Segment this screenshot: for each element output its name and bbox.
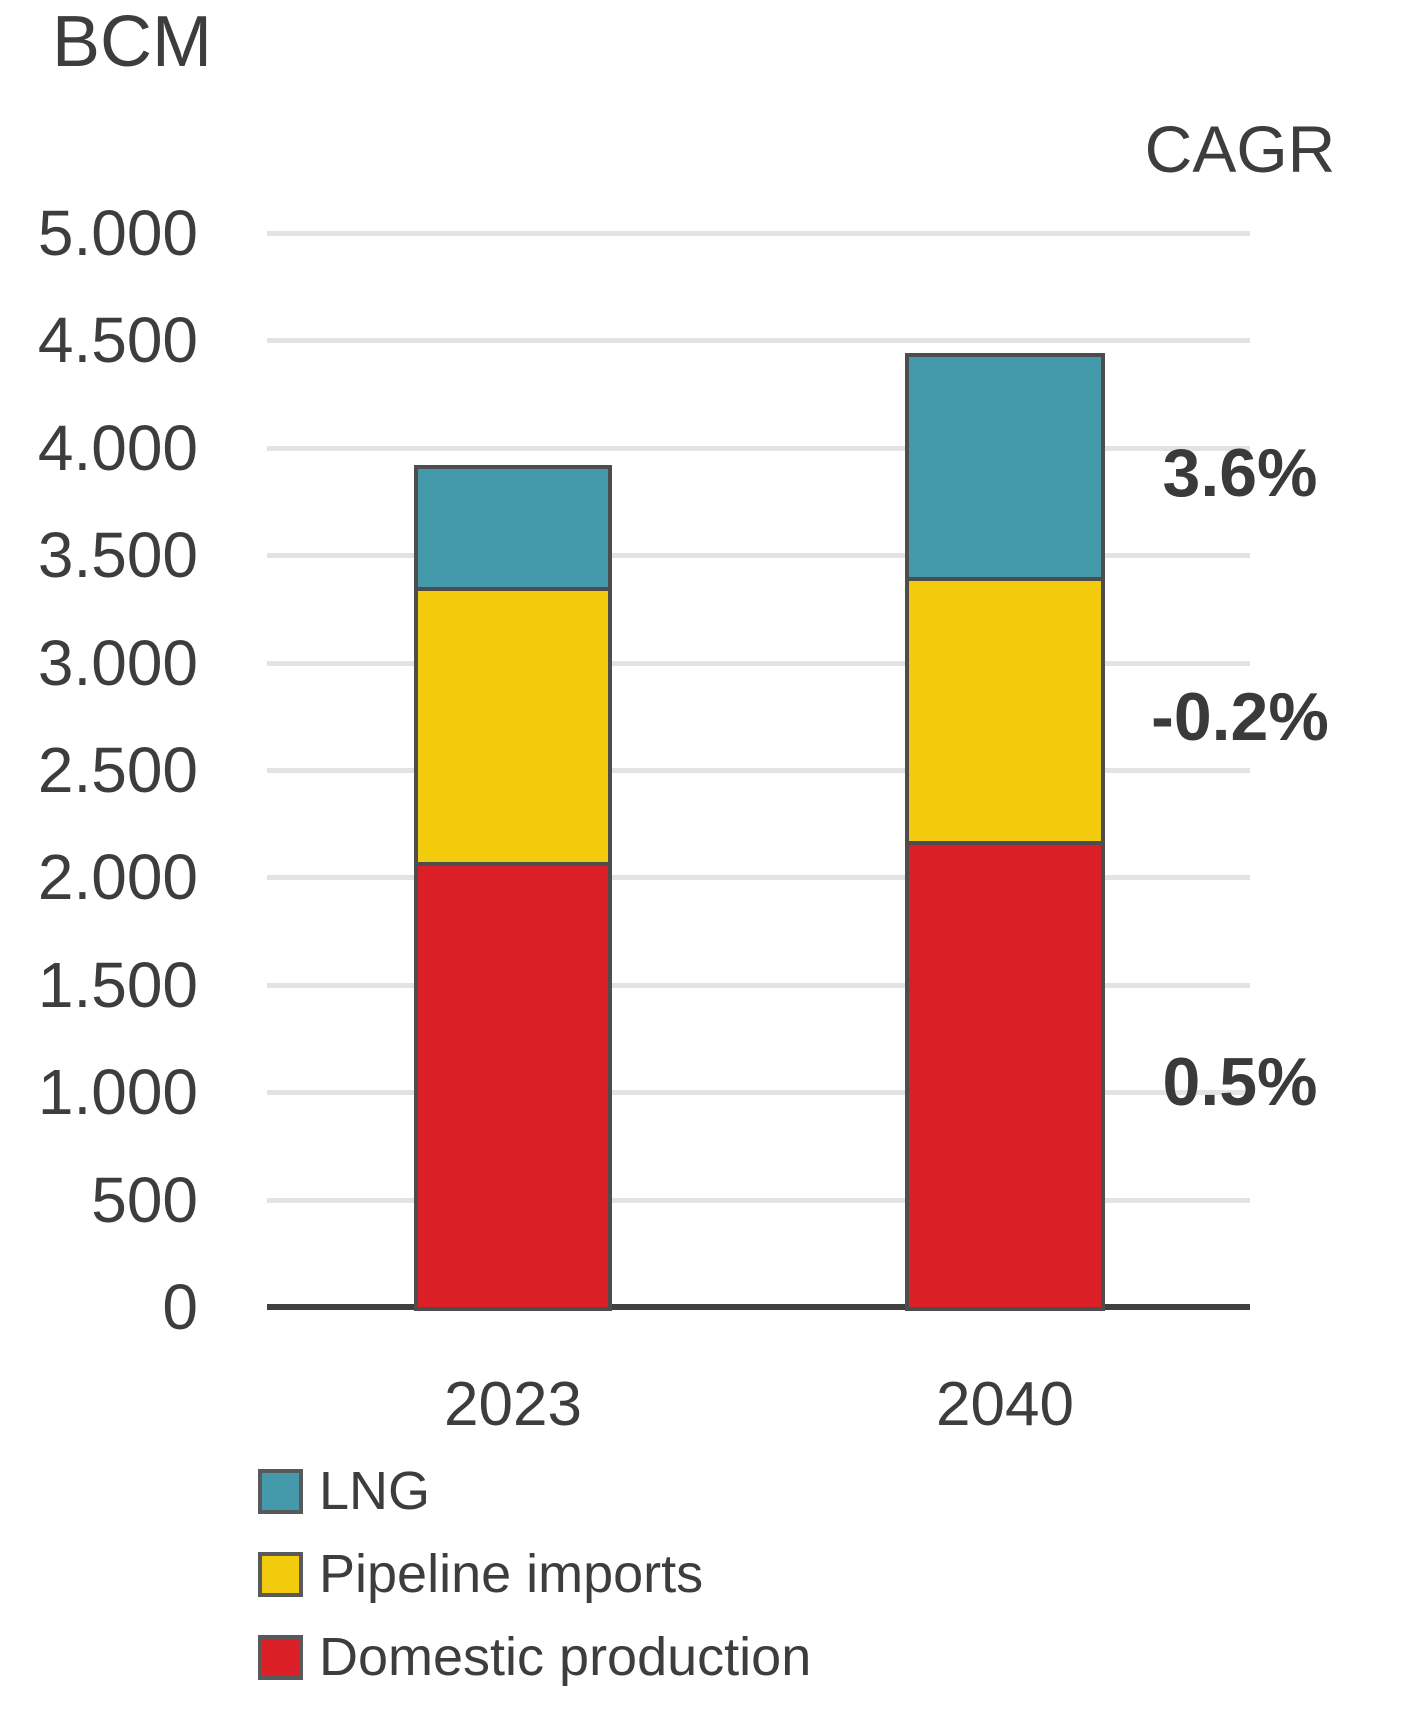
- legend-item-pipeline-imports: Pipeline imports: [258, 1547, 811, 1601]
- y-tick-label-2.500: 2.500: [37, 734, 198, 806]
- gridline-4.500: [267, 338, 1250, 344]
- x-axis-label-2023: 2023: [444, 1370, 582, 1439]
- legend-swatch-lng: [258, 1468, 303, 1514]
- y-tick-label-4.000: 4.000: [37, 411, 198, 484]
- gridline-5.000: [267, 231, 1250, 236]
- bar-2040-segment-domestic-production: [905, 840, 1105, 1311]
- cagr-value-pipeline-imports: -0.2%: [1151, 678, 1329, 755]
- y-tick-label-3.000: 3.000: [37, 626, 198, 699]
- cagr-value-domestic-production: 0.5%: [1162, 1043, 1318, 1120]
- gridline-4.000: [267, 445, 1250, 451]
- y-tick-label-0: 0: [162, 1271, 198, 1343]
- cagr-value-lng: 3.6%: [1162, 434, 1318, 511]
- y-tick-label-500: 500: [91, 1163, 198, 1236]
- bar-2040-segment-pipeline-imports: [905, 576, 1105, 845]
- y-tick-label-4.500: 4.500: [37, 304, 198, 377]
- y-tick-label-2.000: 2.000: [37, 841, 198, 914]
- y-tick-label-5.000: 5.000: [37, 197, 198, 269]
- legend-label-domestic-production: Domestic production: [319, 1627, 812, 1687]
- legend-item-lng: LNG: [258, 1464, 811, 1518]
- bar-2023-segment-domestic-production: [414, 862, 612, 1311]
- x-axis-label-2040: 2040: [936, 1370, 1074, 1439]
- legend: LNG Pipeline imports Domestic production: [258, 1464, 811, 1684]
- legend-swatch-pipeline-imports: [258, 1551, 303, 1597]
- y-tick-label-1.000: 1.000: [37, 1056, 198, 1129]
- x-axis-line: [267, 1304, 1250, 1310]
- y-axis-unit-label: BCM: [52, 2, 212, 82]
- legend-label-lng: LNG: [319, 1461, 431, 1521]
- gridline-500: [267, 1197, 1250, 1203]
- bar-2023-segment-pipeline-imports: [414, 587, 612, 867]
- gridline-3.000: [267, 660, 1250, 666]
- legend-item-domestic-production: Domestic production: [258, 1630, 811, 1684]
- legend-label-pipeline-imports: Pipeline imports: [319, 1544, 704, 1604]
- y-tick-label-3.500: 3.500: [37, 519, 198, 592]
- y-tick-label-1.500: 1.500: [37, 948, 198, 1021]
- bar-2040-segment-lng: [905, 353, 1105, 581]
- cagr-column-header: CAGR: [1144, 112, 1336, 186]
- gridline-3.500: [267, 553, 1250, 559]
- gridline-1.500: [267, 982, 1250, 988]
- legend-swatch-domestic-production: [258, 1634, 303, 1680]
- gridline-2.000: [267, 875, 1250, 881]
- bar-2023-segment-lng: [414, 464, 612, 592]
- gridline-2.500: [267, 768, 1250, 773]
- gridline-1.000: [267, 1090, 1250, 1096]
